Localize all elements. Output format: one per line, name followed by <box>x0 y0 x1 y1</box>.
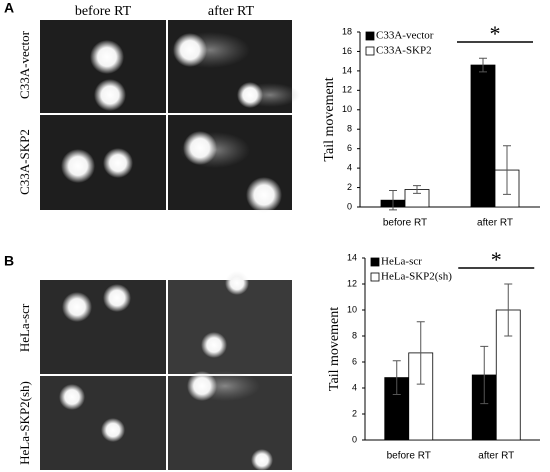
y-tick-label: 4 <box>352 382 357 392</box>
y-tick-label: 4 <box>347 162 352 172</box>
y-tick-label: 2 <box>352 408 357 418</box>
y-tick-label: 6 <box>347 143 352 153</box>
legend-label: C33A-vector <box>376 30 434 42</box>
row-label: HeLa-scr <box>17 303 32 352</box>
row-label: C33A-vector <box>17 30 32 99</box>
error-bar <box>413 185 421 194</box>
legend-swatch <box>365 31 375 41</box>
y-tick-label: 12 <box>342 85 352 95</box>
legend-label: HeLa-SKP2(sh) <box>381 271 452 283</box>
error-bar <box>480 345 489 405</box>
x-tick-label: after RT <box>478 451 514 462</box>
x-tick-label: after RT <box>477 218 513 229</box>
row-label: C33A-SKP2 <box>17 129 32 195</box>
panel-label: A <box>4 0 14 16</box>
legend-swatch <box>370 257 380 267</box>
y-tick-label: 10 <box>347 304 357 314</box>
micrographs <box>40 20 300 471</box>
column-title: before RT <box>75 4 132 19</box>
error-bar <box>392 360 401 395</box>
y-tick-label: 12 <box>347 278 357 288</box>
y-tick-label: 8 <box>352 330 357 340</box>
y-tick-label: 18 <box>342 26 352 36</box>
legend-swatch <box>370 272 380 282</box>
y-tick-label: 16 <box>342 46 352 56</box>
row-label: HeLa-SKP2(sh) <box>17 381 32 465</box>
y-tick-label: 14 <box>347 252 357 262</box>
y-axis-label: Tail movement <box>327 307 342 391</box>
error-bar <box>503 145 511 195</box>
legend-swatch <box>365 46 375 56</box>
error-bar <box>389 189 397 211</box>
y-tick-label: 0 <box>347 201 352 211</box>
y-axis-label: Tail movement <box>322 77 337 161</box>
column-title: after RT <box>208 4 255 19</box>
y-tick-label: 14 <box>342 65 352 75</box>
legend-label: C33A-SKP2 <box>376 45 432 57</box>
y-tick-label: 6 <box>352 356 357 366</box>
annotation: * <box>490 21 501 46</box>
bar <box>470 64 496 208</box>
error-bar <box>479 57 487 73</box>
x-tick-label: before RT <box>383 218 427 229</box>
y-tick-label: 8 <box>347 124 352 134</box>
annotation: * <box>491 247 502 272</box>
y-tick-label: 10 <box>342 104 352 114</box>
error-bar <box>416 321 425 385</box>
panel-label: B <box>4 253 14 269</box>
legend-label: HeLa-scr <box>381 256 422 268</box>
error-bar <box>504 283 513 337</box>
y-tick-label: 0 <box>352 434 357 444</box>
x-tick-label: before RT <box>387 451 431 462</box>
y-tick-label: 2 <box>347 182 352 192</box>
